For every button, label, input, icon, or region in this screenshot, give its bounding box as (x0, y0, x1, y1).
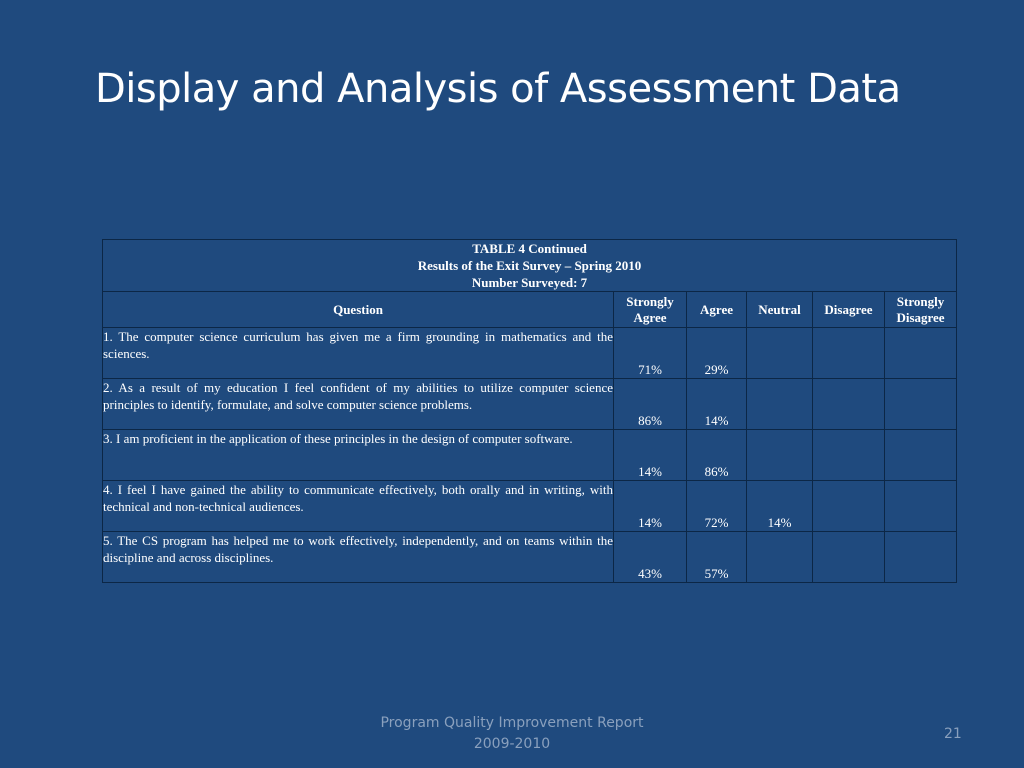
neutral-cell: 14% (746, 480, 813, 532)
strongly-disagree-cell (883, 378, 958, 430)
question-cell: 4. I feel I have gained the ability to c… (102, 480, 614, 532)
strongly-disagree-cell (883, 429, 958, 481)
agree-cell: 14% (686, 378, 747, 430)
neutral-cell (746, 378, 813, 430)
table-row: 3. I am proficient in the application of… (102, 429, 958, 481)
strongly-disagree-cell (883, 327, 958, 379)
agree-cell: 57% (686, 531, 747, 583)
neutral-cell (746, 531, 813, 583)
question-cell: 3. I am proficient in the application of… (102, 429, 614, 481)
header-question: Question (102, 291, 614, 328)
strongly-disagree-cell (883, 480, 958, 532)
question-cell: 2. As a result of my education I feel co… (102, 378, 614, 430)
footer-report-year: 2009-2010 (473, 736, 551, 752)
table-caption-title: TABLE 4 Continued (472, 241, 587, 256)
disagree-cell (812, 480, 885, 532)
agree-cell: 86% (686, 429, 747, 481)
strongly-agree-cell: 71% (613, 327, 687, 379)
disagree-cell (812, 531, 885, 583)
header-strongly-disagree: Strongly Disagree (883, 291, 958, 328)
table-row: 5. The CS program has helped me to work … (102, 531, 958, 583)
strongly-agree-cell: 14% (613, 429, 687, 481)
agree-cell: 72% (686, 480, 747, 532)
strongly-disagree-cell (883, 531, 958, 583)
slide-title: Display and Analysis of Assessment Data (95, 66, 901, 112)
header-agree: Agree (686, 291, 747, 328)
header-strongly-agree: Strongly Agree (613, 291, 687, 328)
slide-footer: Program Quality Improvement Report 2009-… (312, 713, 712, 755)
neutral-cell (746, 327, 813, 379)
disagree-cell (812, 327, 885, 379)
agree-cell: 29% (686, 327, 747, 379)
table-caption-subtitle: Results of the Exit Survey – Spring 2010 (417, 258, 642, 273)
header-neutral: Neutral (746, 291, 813, 328)
table-row: 4. I feel I have gained the ability to c… (102, 480, 958, 532)
neutral-cell (746, 429, 813, 481)
table-caption-count: Number Surveyed: 7 (471, 275, 588, 290)
exit-survey-table: TABLE 4 Continued Results of the Exit Su… (101, 239, 958, 583)
table-header-row: Question Strongly Agree Agree Neutral Di… (102, 291, 958, 328)
disagree-cell (812, 429, 885, 481)
header-disagree: Disagree (812, 291, 885, 328)
question-cell: 1. The computer science curriculum has g… (102, 327, 614, 379)
strongly-agree-cell: 14% (613, 480, 687, 532)
table-caption: TABLE 4 Continued Results of the Exit Su… (101, 239, 958, 292)
strongly-agree-cell: 86% (613, 378, 687, 430)
disagree-cell (812, 378, 885, 430)
strongly-agree-cell: 43% (613, 531, 687, 583)
page-number: 21 (944, 726, 962, 742)
table-row: 1. The computer science curriculum has g… (102, 327, 958, 379)
table-row: 2. As a result of my education I feel co… (102, 378, 958, 430)
footer-report-title: Program Quality Improvement Report (380, 715, 644, 731)
question-cell: 5. The CS program has helped me to work … (102, 531, 614, 583)
